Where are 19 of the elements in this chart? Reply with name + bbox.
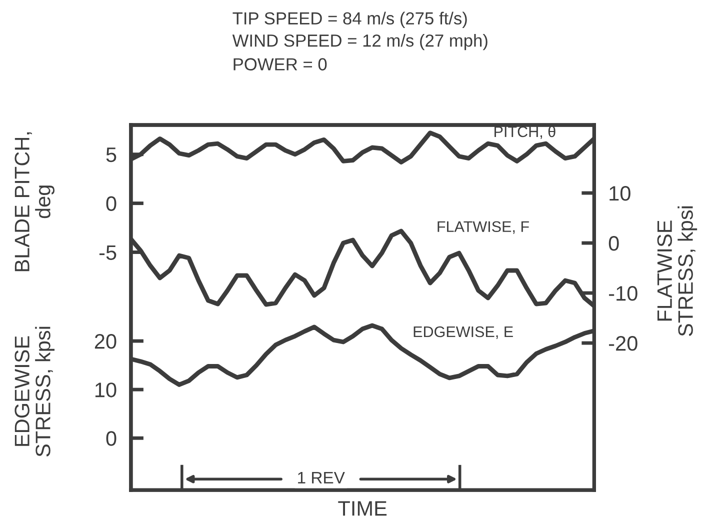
y2-tick-label: -20 (608, 336, 638, 351)
y2-tick-label: -10 (608, 286, 638, 301)
y2-tick-label: 10 (610, 186, 630, 201)
y-tick-label: 5 (106, 148, 116, 162)
y3-tick-label: 20 (94, 334, 116, 349)
y-axis-title: BLADE PITCH, deg (14, 132, 55, 272)
y-tick-label: -5 (99, 245, 116, 260)
series-label: PITCH, θ (494, 126, 556, 139)
y3-axis-title: EDGEWISE STRESS, kpsi (14, 326, 55, 457)
y2-axis-title: FLATWISE STRESS, kpsi (657, 206, 698, 336)
series-label: FLATWISE, F (438, 221, 529, 234)
y2-tick-label: 0 (608, 236, 619, 251)
chart-subtitle: WIND SPEED = 12 m/s (27 mph) POWER = 0 (232, 34, 488, 70)
chart-title: TIP SPEED = 84 m/s (275 ft/s) (232, 12, 467, 28)
annotation: 1 REV (298, 472, 345, 484)
series-label: EDGEWISE, E (414, 326, 513, 339)
y-tick-label: 0 (106, 196, 116, 212)
y3-tick-label: 10 (95, 382, 116, 398)
x-axis-title: TIME (338, 501, 387, 516)
